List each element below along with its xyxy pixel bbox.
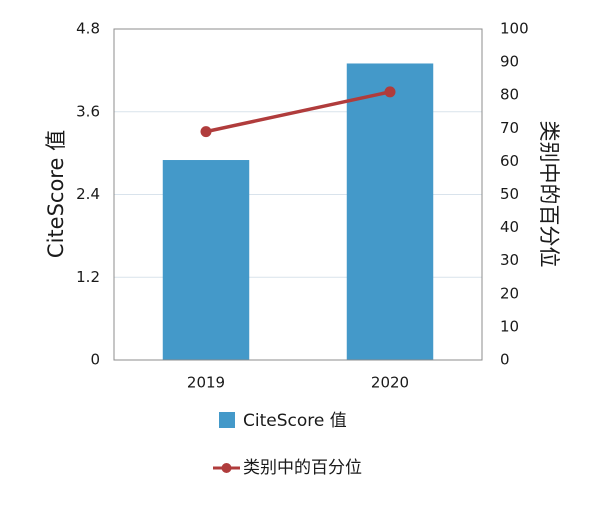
right-tick-label: 100 [500, 20, 529, 38]
left-axis-ticks: 0 1.2 2.4 3.6 4.8 [76, 20, 100, 369]
bar-series [162, 63, 434, 361]
x-axis-ticks: 2019 2020 [187, 374, 409, 392]
right-axis-ticks: 0 10 20 30 40 50 60 70 80 90 100 [500, 20, 529, 369]
bar [346, 63, 434, 361]
legend-bar-label: CiteScore 值 [243, 411, 347, 431]
right-tick-label: 50 [500, 185, 519, 203]
right-tick-label: 40 [500, 218, 519, 236]
left-tick-label: 4.8 [76, 20, 100, 38]
right-tick-label: 30 [500, 251, 519, 269]
x-tick-label: 2020 [371, 374, 409, 392]
right-tick-label: 80 [500, 86, 519, 104]
right-tick-label: 60 [500, 152, 519, 170]
right-tick-label: 20 [500, 284, 519, 302]
left-tick-label: 1.2 [76, 268, 100, 286]
left-tick-label: 2.4 [76, 185, 100, 203]
legend-bar-swatch [219, 412, 235, 428]
bar [162, 160, 250, 360]
right-tick-label: 10 [500, 317, 519, 335]
right-axis-title: 类别中的百分位 [537, 121, 561, 268]
line-point [384, 86, 396, 98]
line-point [200, 126, 212, 138]
legend-line-label: 类别中的百分位 [243, 458, 362, 478]
right-tick-label: 0 [500, 351, 510, 369]
line-series [200, 86, 396, 138]
left-axis-title: CiteScore 值 [44, 130, 68, 258]
x-tick-label: 2019 [187, 374, 225, 392]
legend: CiteScore 值 类别中的百分位 [213, 411, 362, 478]
legend-line-marker [221, 463, 232, 473]
right-tick-label: 70 [500, 119, 519, 137]
left-tick-label: 0 [90, 351, 100, 369]
series-line [205, 90, 391, 134]
right-tick-label: 90 [500, 53, 519, 71]
left-tick-label: 3.6 [76, 102, 100, 120]
plot-frame [113, 28, 483, 361]
